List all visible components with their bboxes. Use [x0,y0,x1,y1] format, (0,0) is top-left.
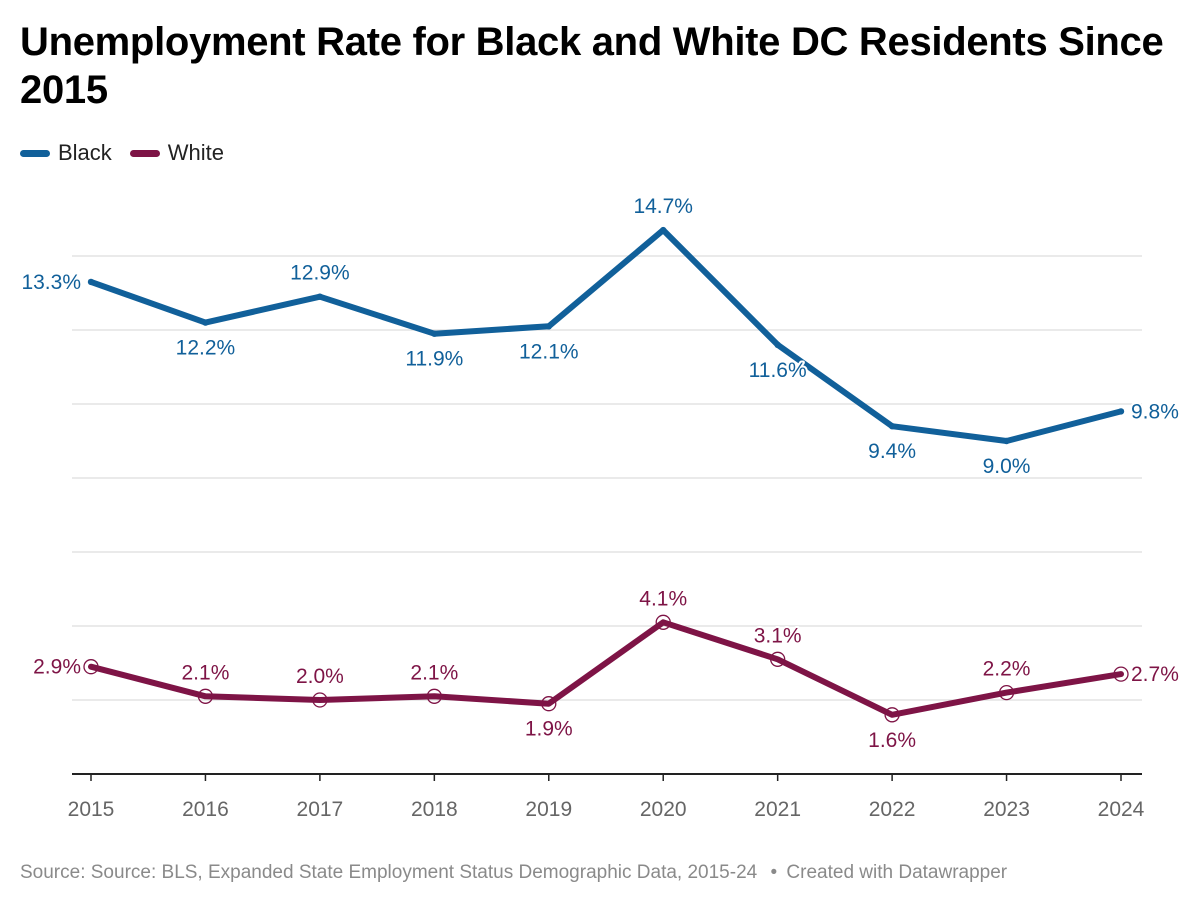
data-point-black [87,278,95,286]
data-label-black: 9.0% [983,455,1031,478]
data-labels: 13.3% 12.2% 12.9% 11.9% 12.1% 14.7% 11.6% 9.4% 9… [19,193,1180,754]
data-point-white [83,659,99,675]
data-point-black [316,293,324,300]
data-label-white: 2.9% [33,656,81,679]
x-tick-label: 2023 [983,798,1030,821]
data-label-white: 4.1% [639,587,687,610]
data-label-black: 11.9% [405,348,463,371]
gridlines [72,255,1142,701]
series-line-white [88,619,1124,718]
x-tick-label: 2020 [640,798,687,821]
data-point-white [541,696,557,712]
data-point-white [426,688,442,704]
series-line-black [88,227,1124,444]
data-label-white: 1.6% [868,729,916,752]
legend-item-white: White [129,140,225,166]
x-tick-label: 2019 [525,798,572,821]
data-label-white: 2.0% [296,665,344,688]
data-label-black: 11.6% [749,359,807,382]
x-tick-label: 2022 [869,798,916,821]
legend-swatch-black [20,149,50,157]
source-note: Source: Source: BLS, Expanded State Empl… [20,862,758,883]
footer-separator: • [770,862,778,883]
data-point-black [1003,437,1010,445]
series-lines [83,226,1129,723]
data-label-white: 2.2% [983,658,1031,681]
credit-note: Created with Datawrapper [786,862,1008,883]
data-label-white: 2.1% [182,661,230,684]
data-label-black: 12.9% [290,262,350,285]
legend: Black White [20,140,224,166]
x-tick-label: 2018 [411,798,458,821]
legend-label-white: White [167,140,225,165]
x-tick-label: 2016 [182,798,229,821]
line-chart: 2015 2016 2017 2018 2019 2020 2021 2022 2023 2024… [19,193,1180,821]
data-point-white [770,651,786,667]
data-point-white [197,688,214,704]
data-point-white [884,707,900,723]
data-label-black: 12.2% [176,337,236,360]
data-point-white [998,684,1015,701]
data-point-black [202,319,209,326]
data-label-black: 9.8% [1131,400,1179,423]
data-point-black [1117,408,1125,415]
data-label-black: 13.3% [21,271,81,294]
data-point-black [660,226,667,234]
x-axis: 2015 2016 2017 2018 2019 2020 2021 2022 2023 2024 [68,773,1145,821]
data-point-white [312,692,328,708]
legend-item-black: Black [20,140,112,166]
data-label-white: 2.7% [1131,663,1179,686]
data-label-black: 14.7% [633,195,693,218]
x-tick-label: 2015 [68,798,115,821]
data-point-black [774,341,781,348]
data-point-black [545,323,552,330]
data-label-black: 12.1% [519,340,579,363]
footer: Source: Source: BLS, Expanded State Empl… [20,862,1007,884]
data-label-white: 2.1% [410,661,458,684]
x-tick-label: 2021 [754,798,801,821]
data-point-white [1113,666,1129,682]
legend-label-black: Black [58,140,112,165]
chart-title: Unemployment Rate for Black and White DC… [20,20,1164,112]
data-point-white [655,614,671,630]
data-label-white: 1.9% [525,718,573,741]
data-label-black: 9.4% [868,440,916,463]
data-point-black [431,330,438,337]
legend-swatch-white [129,149,160,157]
data-point-black [888,423,896,430]
x-tick-label: 2024 [1098,798,1145,821]
x-tick-label: 2017 [297,798,344,821]
data-label-white: 3.1% [754,624,802,647]
